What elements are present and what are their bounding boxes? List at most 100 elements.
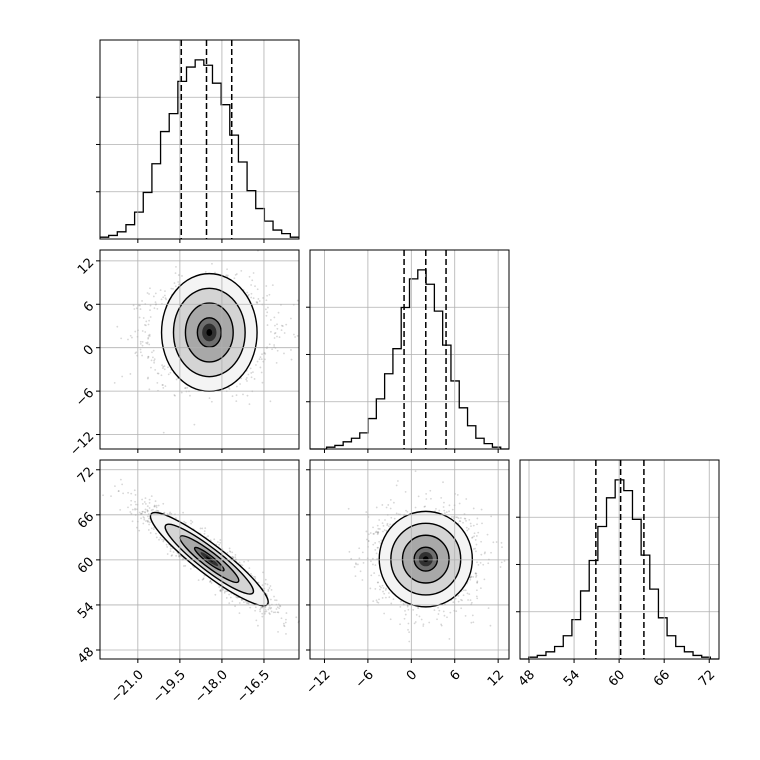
sample-point — [274, 611, 277, 614]
sample-point — [177, 283, 180, 286]
sample-point — [257, 581, 260, 584]
sample-point — [277, 630, 279, 633]
sample-point — [147, 355, 150, 358]
sample-point — [461, 599, 463, 602]
sample-point — [501, 546, 503, 549]
sample-point — [270, 330, 272, 333]
histogram-frame-0 — [99, 39, 300, 240]
sample-point — [144, 331, 147, 333]
sample-point — [387, 504, 390, 506]
sample-point — [219, 541, 222, 544]
sample-point — [209, 539, 212, 541]
sample-point — [475, 576, 477, 578]
sample-point — [381, 597, 384, 599]
sample-point — [277, 611, 280, 614]
sample-point — [347, 507, 350, 510]
sample-point — [228, 602, 231, 605]
sample-point — [462, 594, 465, 597]
sample-point — [285, 618, 287, 621]
sample-point — [472, 548, 475, 550]
sample-point — [392, 598, 395, 601]
sample-point — [422, 623, 425, 626]
sample-point — [135, 307, 138, 310]
sample-point — [247, 559, 250, 562]
sample-point — [452, 517, 455, 520]
sample-point — [183, 520, 186, 523]
sample-point — [271, 284, 274, 287]
sample-point — [387, 525, 390, 528]
sample-point — [219, 589, 222, 591]
sample-point — [154, 301, 157, 303]
sample-point — [385, 506, 388, 509]
sample-point — [147, 357, 149, 359]
sample-point — [257, 298, 260, 300]
sample-point — [290, 358, 293, 361]
sample-point — [133, 489, 136, 492]
sample-point — [374, 564, 377, 567]
sample-point — [275, 361, 278, 364]
sample-point — [189, 394, 191, 397]
sample-point — [472, 621, 475, 624]
y-tick-label-panel-1: 54 — [75, 600, 97, 622]
sample-point — [381, 584, 384, 587]
sample-point — [228, 388, 231, 390]
sample-point — [254, 577, 257, 580]
sample-point — [267, 588, 270, 591]
sample-point — [148, 523, 150, 526]
sample-point — [396, 480, 399, 482]
sample-point — [130, 503, 132, 506]
sample-point — [248, 403, 251, 406]
sample-point — [377, 601, 380, 604]
sample-point — [147, 334, 150, 337]
sample-point — [465, 519, 467, 522]
sample-point — [380, 539, 383, 542]
sample-point — [374, 588, 377, 590]
sample-point — [451, 508, 454, 511]
sample-point — [148, 293, 150, 295]
sample-point — [268, 606, 271, 609]
sample-point — [254, 609, 257, 612]
sample-point — [162, 539, 165, 541]
sample-point — [240, 598, 243, 601]
sample-point — [375, 552, 378, 555]
sample-point — [144, 511, 146, 513]
sample-point — [148, 333, 151, 336]
sample-point — [137, 304, 140, 307]
sample-point — [370, 560, 372, 563]
sample-point — [151, 351, 153, 354]
sample-point — [260, 606, 263, 609]
sample-point — [238, 612, 241, 615]
sample-point — [487, 607, 490, 610]
sample-point — [149, 532, 152, 534]
sample-point — [378, 528, 381, 530]
sample-point — [139, 308, 142, 310]
sample-point — [503, 560, 506, 562]
sample-point — [372, 543, 375, 546]
sample-point — [442, 506, 445, 508]
sample-point — [265, 610, 268, 613]
sample-point — [268, 343, 271, 346]
sample-point — [184, 387, 187, 390]
sample-point — [476, 523, 478, 526]
sample-point — [134, 330, 137, 333]
sample-point — [260, 358, 263, 361]
sample-point — [483, 552, 486, 555]
sample-point — [268, 293, 271, 296]
sample-point — [390, 516, 393, 519]
sample-point — [443, 614, 446, 617]
sample-point — [218, 543, 221, 546]
sample-point — [268, 587, 271, 589]
sample-point — [158, 538, 160, 541]
sample-point — [239, 563, 242, 566]
sample-point — [373, 532, 375, 535]
sample-point — [268, 612, 271, 614]
sample-point — [440, 624, 443, 627]
sample-point — [235, 394, 238, 397]
sample-point — [163, 511, 166, 514]
sample-point — [358, 557, 361, 560]
sample-point — [252, 297, 255, 300]
sample-point — [383, 529, 386, 531]
sample-point — [144, 324, 146, 326]
sample-point — [442, 610, 445, 613]
sample-point — [256, 301, 259, 304]
